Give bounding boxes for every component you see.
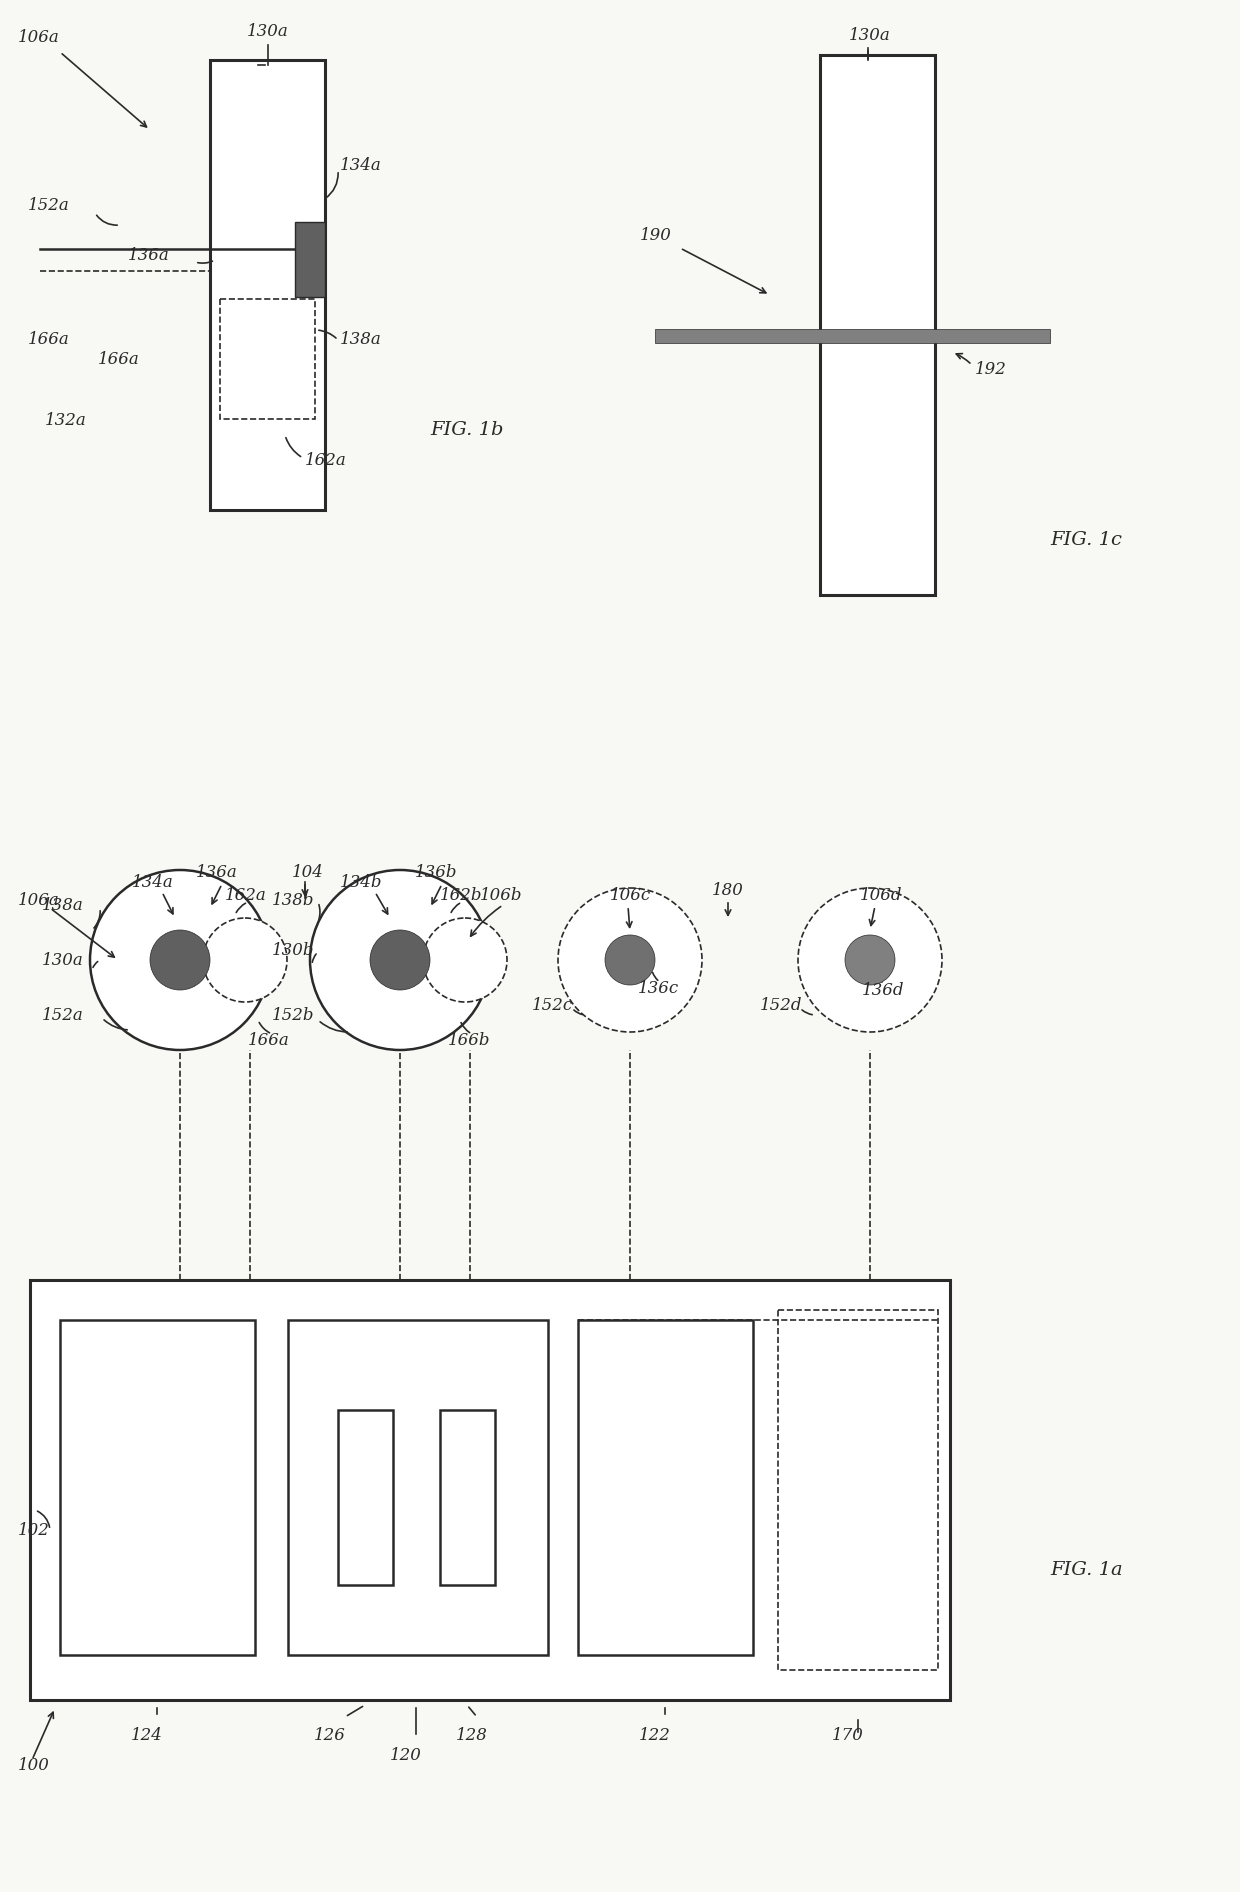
- Bar: [210, 61, 325, 511]
- Text: 134b: 134b: [340, 874, 382, 891]
- Text: 166a: 166a: [98, 352, 140, 369]
- Text: 134a: 134a: [131, 874, 174, 891]
- Text: 138b: 138b: [272, 891, 315, 908]
- Circle shape: [605, 935, 655, 986]
- Bar: [60, 1321, 255, 1656]
- Text: 136c: 136c: [639, 980, 680, 997]
- Circle shape: [844, 935, 895, 986]
- Text: 152b: 152b: [272, 1007, 315, 1024]
- Text: 136d: 136d: [862, 982, 904, 999]
- Text: 102: 102: [19, 1521, 50, 1538]
- Text: 152d: 152d: [760, 997, 802, 1014]
- Bar: [578, 1321, 753, 1656]
- Bar: [777, 1309, 937, 1671]
- Text: 130a: 130a: [42, 952, 84, 969]
- Bar: [820, 55, 935, 594]
- Text: 166b: 166b: [448, 1031, 491, 1048]
- Text: 136b: 136b: [415, 863, 458, 880]
- Text: 190: 190: [640, 227, 672, 244]
- Text: 138a: 138a: [340, 331, 382, 348]
- Text: 130a: 130a: [849, 26, 890, 44]
- Text: 162b: 162b: [440, 887, 482, 904]
- Circle shape: [370, 931, 430, 990]
- Circle shape: [799, 887, 942, 1031]
- Text: 106c: 106c: [610, 887, 651, 904]
- Text: 162a: 162a: [224, 887, 267, 904]
- Circle shape: [203, 918, 286, 1003]
- Text: 100: 100: [19, 1756, 50, 1773]
- Text: 134a: 134a: [340, 157, 382, 174]
- Bar: [655, 329, 1050, 342]
- Text: 130a: 130a: [247, 23, 289, 40]
- Text: 130b: 130b: [272, 942, 315, 959]
- Text: 120: 120: [391, 1746, 422, 1763]
- Text: 136a: 136a: [128, 246, 170, 263]
- Text: 152a: 152a: [42, 1007, 84, 1024]
- Text: 106d: 106d: [861, 887, 903, 904]
- Bar: [30, 1281, 950, 1701]
- Text: 132a: 132a: [45, 411, 87, 428]
- Text: 152a: 152a: [29, 197, 69, 214]
- Bar: [295, 221, 325, 297]
- Text: 126: 126: [314, 1727, 346, 1744]
- Text: 124: 124: [131, 1727, 162, 1744]
- Bar: [339, 1410, 393, 1585]
- Text: 162a: 162a: [305, 452, 347, 469]
- Circle shape: [558, 887, 702, 1031]
- Text: 192: 192: [975, 361, 1007, 378]
- Bar: [219, 299, 315, 418]
- Text: FIG. 1c: FIG. 1c: [1050, 532, 1122, 549]
- Text: 166a: 166a: [29, 331, 69, 348]
- Text: 152c: 152c: [532, 997, 573, 1014]
- Bar: [440, 1410, 495, 1585]
- Text: 138a: 138a: [42, 897, 84, 914]
- Text: 122: 122: [639, 1727, 671, 1744]
- Text: 104: 104: [291, 863, 324, 880]
- Circle shape: [310, 870, 490, 1050]
- Text: 166a: 166a: [248, 1031, 290, 1048]
- Text: 170: 170: [832, 1727, 864, 1744]
- Text: 128: 128: [456, 1727, 487, 1744]
- Circle shape: [423, 918, 507, 1003]
- Text: 106a: 106a: [19, 891, 60, 908]
- Text: FIG. 1a: FIG. 1a: [1050, 1561, 1122, 1580]
- Text: 180: 180: [712, 882, 744, 899]
- Circle shape: [150, 931, 210, 990]
- Text: 106b: 106b: [480, 887, 522, 904]
- Text: FIG. 1b: FIG. 1b: [430, 422, 503, 439]
- Text: 106a: 106a: [19, 30, 60, 47]
- Text: 136a: 136a: [196, 863, 238, 880]
- Bar: [288, 1321, 548, 1656]
- Circle shape: [91, 870, 270, 1050]
